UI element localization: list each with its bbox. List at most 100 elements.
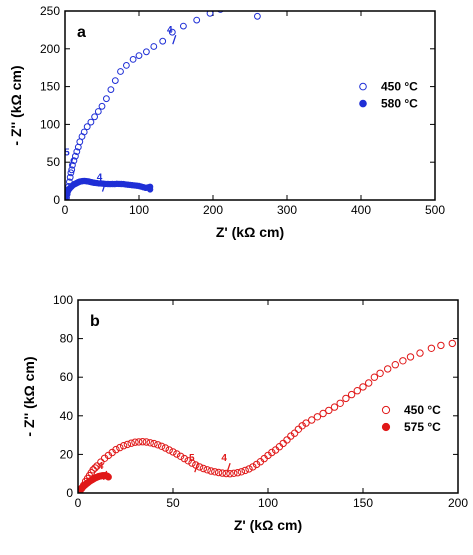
x-tick-label: 100 (129, 203, 149, 217)
data-point-open (180, 22, 187, 30)
data-point-open (123, 62, 130, 69)
data-point-open (135, 52, 143, 59)
series-1 (78, 339, 456, 493)
legend-marker (359, 82, 367, 91)
data-point-open (230, 469, 238, 477)
data-point-open (176, 452, 185, 460)
data-point-open (193, 16, 201, 24)
data-point-open (214, 468, 223, 477)
data-point-open (150, 439, 158, 448)
data-point-open (69, 161, 76, 169)
annotation-label: 5 (64, 148, 70, 159)
data-point-open (184, 457, 192, 465)
x-tick-label: 200 (448, 496, 468, 510)
annotation-label: 4 (221, 453, 227, 464)
data-point-open (157, 442, 166, 450)
series-2 (65, 177, 154, 200)
y-tick-label: 250 (40, 4, 60, 18)
data-point-open (93, 462, 101, 470)
data-point-open (146, 439, 154, 447)
legend-label: 450 °C (381, 80, 418, 94)
series-1 (65, 11, 261, 200)
annotation-marker (101, 182, 107, 192)
data-point-open (448, 339, 456, 348)
legend-label: 580 °C (381, 97, 418, 111)
data-point-open (83, 123, 91, 131)
panel-label: b (90, 313, 100, 330)
data-point-open (97, 458, 105, 466)
data-point-open (308, 416, 316, 424)
data-point-open (294, 425, 303, 433)
data-point-open (222, 469, 230, 478)
data-point-open (330, 403, 339, 411)
data-point-open (169, 448, 177, 456)
data-point-open (203, 466, 211, 474)
data-point-open (313, 413, 322, 421)
annotation-label: 5 (189, 453, 195, 464)
data-point-open (207, 467, 215, 475)
data-point-open (66, 173, 74, 181)
data-point-open (427, 344, 436, 352)
y-tick-label: 60 (60, 370, 74, 384)
y-tick-label: 100 (40, 117, 60, 131)
data-point-open (91, 464, 99, 472)
x-tick-label: 300 (277, 203, 297, 217)
data-point-open (199, 464, 208, 473)
y-tick-label: 80 (60, 332, 74, 346)
data-point-open (116, 443, 124, 452)
plot-frame (64, 10, 436, 201)
y-tick-label: 0 (53, 193, 60, 207)
data-point-open (143, 48, 150, 56)
annotation-marker (69, 157, 74, 167)
data-point-open (131, 438, 139, 446)
data-point-open (254, 12, 261, 20)
series-2 (78, 472, 112, 493)
annotation-marker (226, 462, 231, 473)
x-tick-label: 100 (258, 496, 278, 510)
x-axis-label: Z' (kΩ cm) (216, 224, 284, 240)
data-point-filled (146, 186, 154, 193)
data-point-open (241, 466, 249, 475)
x-tick-label: 400 (351, 203, 371, 217)
data-point-open (325, 406, 333, 415)
data-point-open (165, 446, 173, 454)
y-tick-label: 150 (40, 80, 60, 94)
data-point-open (68, 166, 76, 174)
data-point-open (370, 373, 379, 381)
x-tick-label: 150 (353, 496, 373, 510)
data-point-filled (104, 473, 112, 481)
data-point-open (94, 108, 102, 115)
data-point-open (399, 357, 407, 365)
data-point-open (268, 448, 276, 457)
data-point-open (89, 466, 97, 474)
data-point-open (302, 419, 310, 427)
data-point-open (159, 37, 167, 45)
data-point-open (123, 440, 132, 449)
data-point-open (80, 128, 88, 136)
data-point-open (336, 399, 344, 407)
data-point-open (217, 11, 224, 13)
legend-marker (381, 422, 391, 432)
data-point-open (111, 77, 119, 84)
y-tick-label: 40 (60, 409, 74, 423)
data-point-open (107, 86, 115, 93)
x-tick-label: 0 (62, 203, 69, 217)
y-tick-label: 20 (60, 447, 74, 461)
data-point-open (245, 465, 253, 473)
annotation-label: 4 (97, 173, 103, 184)
data-point-open (103, 95, 110, 103)
data-point-open (73, 148, 81, 156)
data-point-open (237, 468, 246, 476)
data-point-open (127, 439, 135, 447)
x-tick-label: 0 (75, 496, 82, 510)
data-point-open (98, 102, 106, 110)
data-point-open (406, 353, 415, 361)
data-point-open (218, 469, 227, 477)
data-point-open (70, 157, 78, 165)
y-tick-label: 200 (40, 42, 60, 56)
data-point-open (72, 152, 79, 160)
data-point-open (173, 450, 181, 458)
data-point-open (416, 349, 424, 357)
